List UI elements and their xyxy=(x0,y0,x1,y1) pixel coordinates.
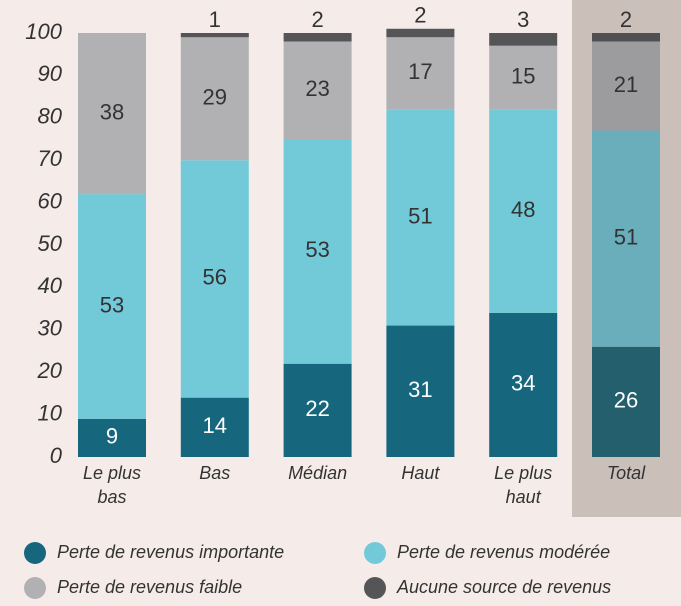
value-label: 2 xyxy=(414,3,426,28)
bar-segment xyxy=(489,312,558,457)
legend-swatch xyxy=(364,577,386,599)
bar-segment xyxy=(283,41,352,140)
bar-segment xyxy=(489,33,558,46)
y-tick-label: 80 xyxy=(38,104,63,129)
value-label: 56 xyxy=(203,265,227,290)
bar-segment xyxy=(592,346,660,457)
bar-segment xyxy=(180,160,249,398)
value-label: 53 xyxy=(305,237,329,262)
bar-segment xyxy=(592,33,660,42)
value-label: 9 xyxy=(106,424,118,449)
bar-segment xyxy=(489,109,558,313)
y-tick-label: 50 xyxy=(38,231,63,256)
value-label: 51 xyxy=(614,224,638,249)
legend-label: Perte de revenus importante xyxy=(57,542,284,562)
bar-segment xyxy=(489,45,558,110)
bar-segment xyxy=(180,397,249,457)
y-tick-label: 10 xyxy=(38,400,63,425)
y-tick-label: 0 xyxy=(50,443,63,468)
x-tick-label: Le plus haut xyxy=(494,463,553,507)
legend-swatch xyxy=(24,577,46,599)
bar-segment xyxy=(78,194,146,419)
legend-label: Aucune source de revenus xyxy=(396,577,611,597)
value-label: 34 xyxy=(511,371,535,396)
value-label: 29 xyxy=(203,85,227,110)
value-label: 3 xyxy=(517,7,529,32)
bar-segment xyxy=(386,325,455,457)
bar-segment xyxy=(592,41,660,131)
bar-segment xyxy=(180,37,249,161)
value-label: 31 xyxy=(408,377,432,402)
y-tick-label: 70 xyxy=(38,146,63,171)
bar-segment xyxy=(386,37,455,110)
value-label: 26 xyxy=(614,388,638,413)
value-label: 21 xyxy=(614,72,638,97)
value-label: 15 xyxy=(511,63,535,88)
y-tick-label: 20 xyxy=(37,358,63,383)
value-label: 1 xyxy=(209,7,221,32)
value-label: 38 xyxy=(100,99,124,124)
value-label: 53 xyxy=(100,292,124,317)
bar-segment xyxy=(78,33,146,195)
bar-segment xyxy=(283,33,352,42)
value-label: 48 xyxy=(511,197,535,222)
value-label: 2 xyxy=(311,7,323,32)
legend-label: Perte de revenus modérée xyxy=(397,542,610,562)
bar-segment xyxy=(283,139,352,364)
value-label: 51 xyxy=(408,203,432,228)
bar-segment xyxy=(592,130,660,347)
bar-segment xyxy=(283,363,352,457)
value-label: 14 xyxy=(203,413,227,438)
x-tick-label: Total xyxy=(606,463,646,483)
x-tick-label: Haut xyxy=(401,463,440,483)
x-tick-label: Médian xyxy=(288,463,348,483)
x-tick-label: Le plus bas xyxy=(82,463,142,507)
value-label: 2 xyxy=(620,7,632,32)
value-label: 17 xyxy=(408,59,432,84)
legend-swatch xyxy=(24,542,46,564)
y-tick-label: 60 xyxy=(38,188,63,213)
y-tick-label: 100 xyxy=(25,19,62,44)
legend-swatch xyxy=(364,542,386,564)
x-tick-label: Bas xyxy=(199,463,231,483)
value-label: 23 xyxy=(305,76,329,101)
y-tick-label: 30 xyxy=(38,316,63,341)
value-label: 22 xyxy=(305,396,329,421)
bar-segment xyxy=(386,109,455,326)
bar-segment xyxy=(386,28,455,38)
y-tick-label: 90 xyxy=(38,61,63,86)
bar-segment xyxy=(180,33,249,38)
legend-label: Perte de revenus faible xyxy=(57,577,242,597)
bar-segment xyxy=(78,418,146,457)
y-tick-label: 40 xyxy=(38,273,63,298)
